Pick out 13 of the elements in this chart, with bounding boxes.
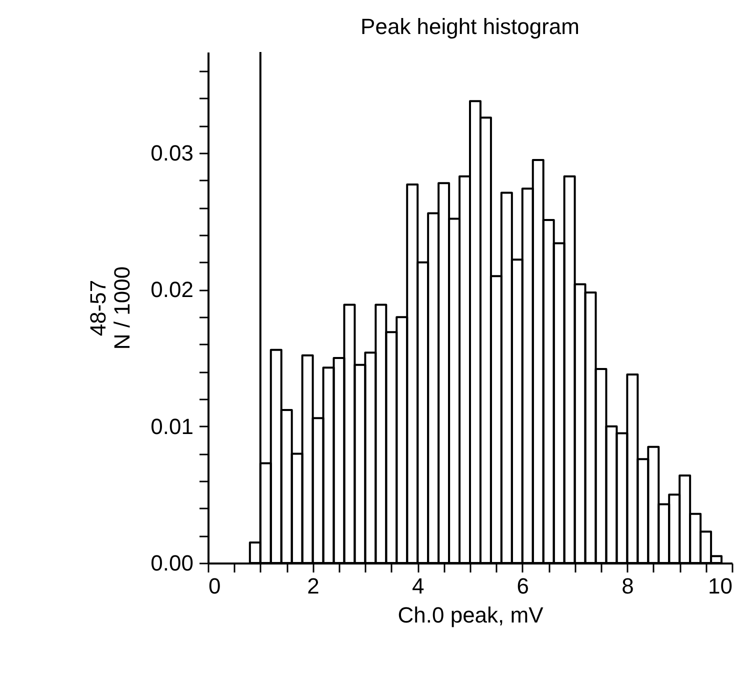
x-tick-label: 8 bbox=[622, 574, 634, 598]
x-tick-label: 6 bbox=[516, 574, 530, 598]
x-tick-label: 0 bbox=[208, 574, 221, 598]
x-tick-label: 4 bbox=[412, 574, 424, 598]
chart-title: Peak height histogram bbox=[360, 14, 580, 39]
y-tick-label: 0.03 bbox=[150, 140, 194, 166]
y-axis-title: 48-57 N / 1000 bbox=[86, 266, 135, 350]
x-tick-label: 2 bbox=[307, 574, 320, 598]
y-tick-label: 0.02 bbox=[150, 277, 194, 302]
y-tick-label: 0.01 bbox=[150, 414, 194, 439]
x-axis-title: Ch.0 peak, mV bbox=[398, 602, 544, 628]
x-tick-label: 10 bbox=[708, 574, 732, 598]
y-tick-label: 0.00 bbox=[150, 550, 194, 576]
